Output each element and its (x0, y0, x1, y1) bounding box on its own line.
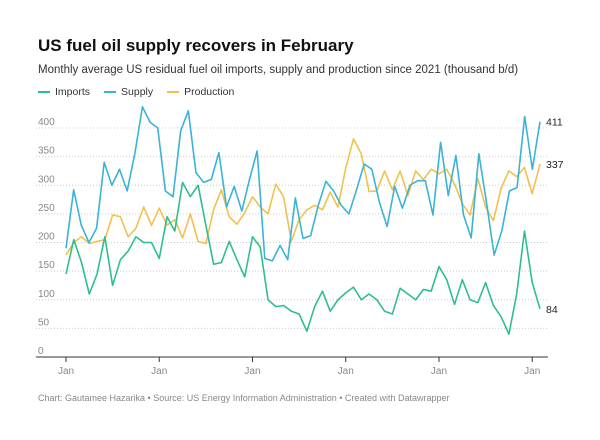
legend-swatch-supply (104, 91, 117, 93)
y-tick-label: 100 (38, 289, 55, 300)
x-tick-label: Jan (244, 366, 260, 377)
legend-label-supply: Supply (121, 86, 154, 98)
end-label-supply: 411 (546, 117, 563, 129)
y-tick-label: 400 (38, 117, 55, 128)
y-tick-label: 50 (38, 317, 50, 328)
x-tick-label: Jan (151, 366, 167, 377)
chart-footer: Chart: Gautamee Hazarika • Source: US En… (38, 393, 450, 403)
legend-item-supply: Supply (104, 86, 153, 98)
y-tick-label: 250 (38, 203, 55, 214)
end-label-production: 337 (546, 159, 564, 171)
series-line-supply (65, 106, 541, 262)
chart-legend: Imports Supply Production (38, 86, 234, 98)
legend-item-production: Production (167, 86, 234, 98)
legend-label-production: Production (184, 86, 235, 98)
legend-label-imports: Imports (55, 86, 91, 98)
y-tick-label: 200 (38, 232, 55, 243)
y-tick-label: 150 (38, 260, 55, 271)
chart-title: US fuel oil supply recovers in February (38, 36, 354, 55)
y-tick-label: 350 (38, 146, 55, 157)
chart-subtitle: Monthly average US residual fuel oil imp… (38, 64, 519, 76)
x-tick-label: Jan (338, 366, 354, 377)
x-tick-label: Jan (58, 366, 74, 377)
end-label-imports: 84 (546, 304, 558, 316)
series-line-imports (65, 181, 541, 335)
x-tick-label: Jan (524, 366, 540, 377)
y-tick-label: 0 (38, 346, 44, 357)
x-tick-label: Jan (431, 366, 447, 377)
legend-item-imports: Imports (38, 86, 90, 98)
legend-swatch-imports (38, 91, 50, 93)
y-tick-label: 300 (38, 174, 55, 185)
legend-swatch-production (167, 91, 180, 93)
